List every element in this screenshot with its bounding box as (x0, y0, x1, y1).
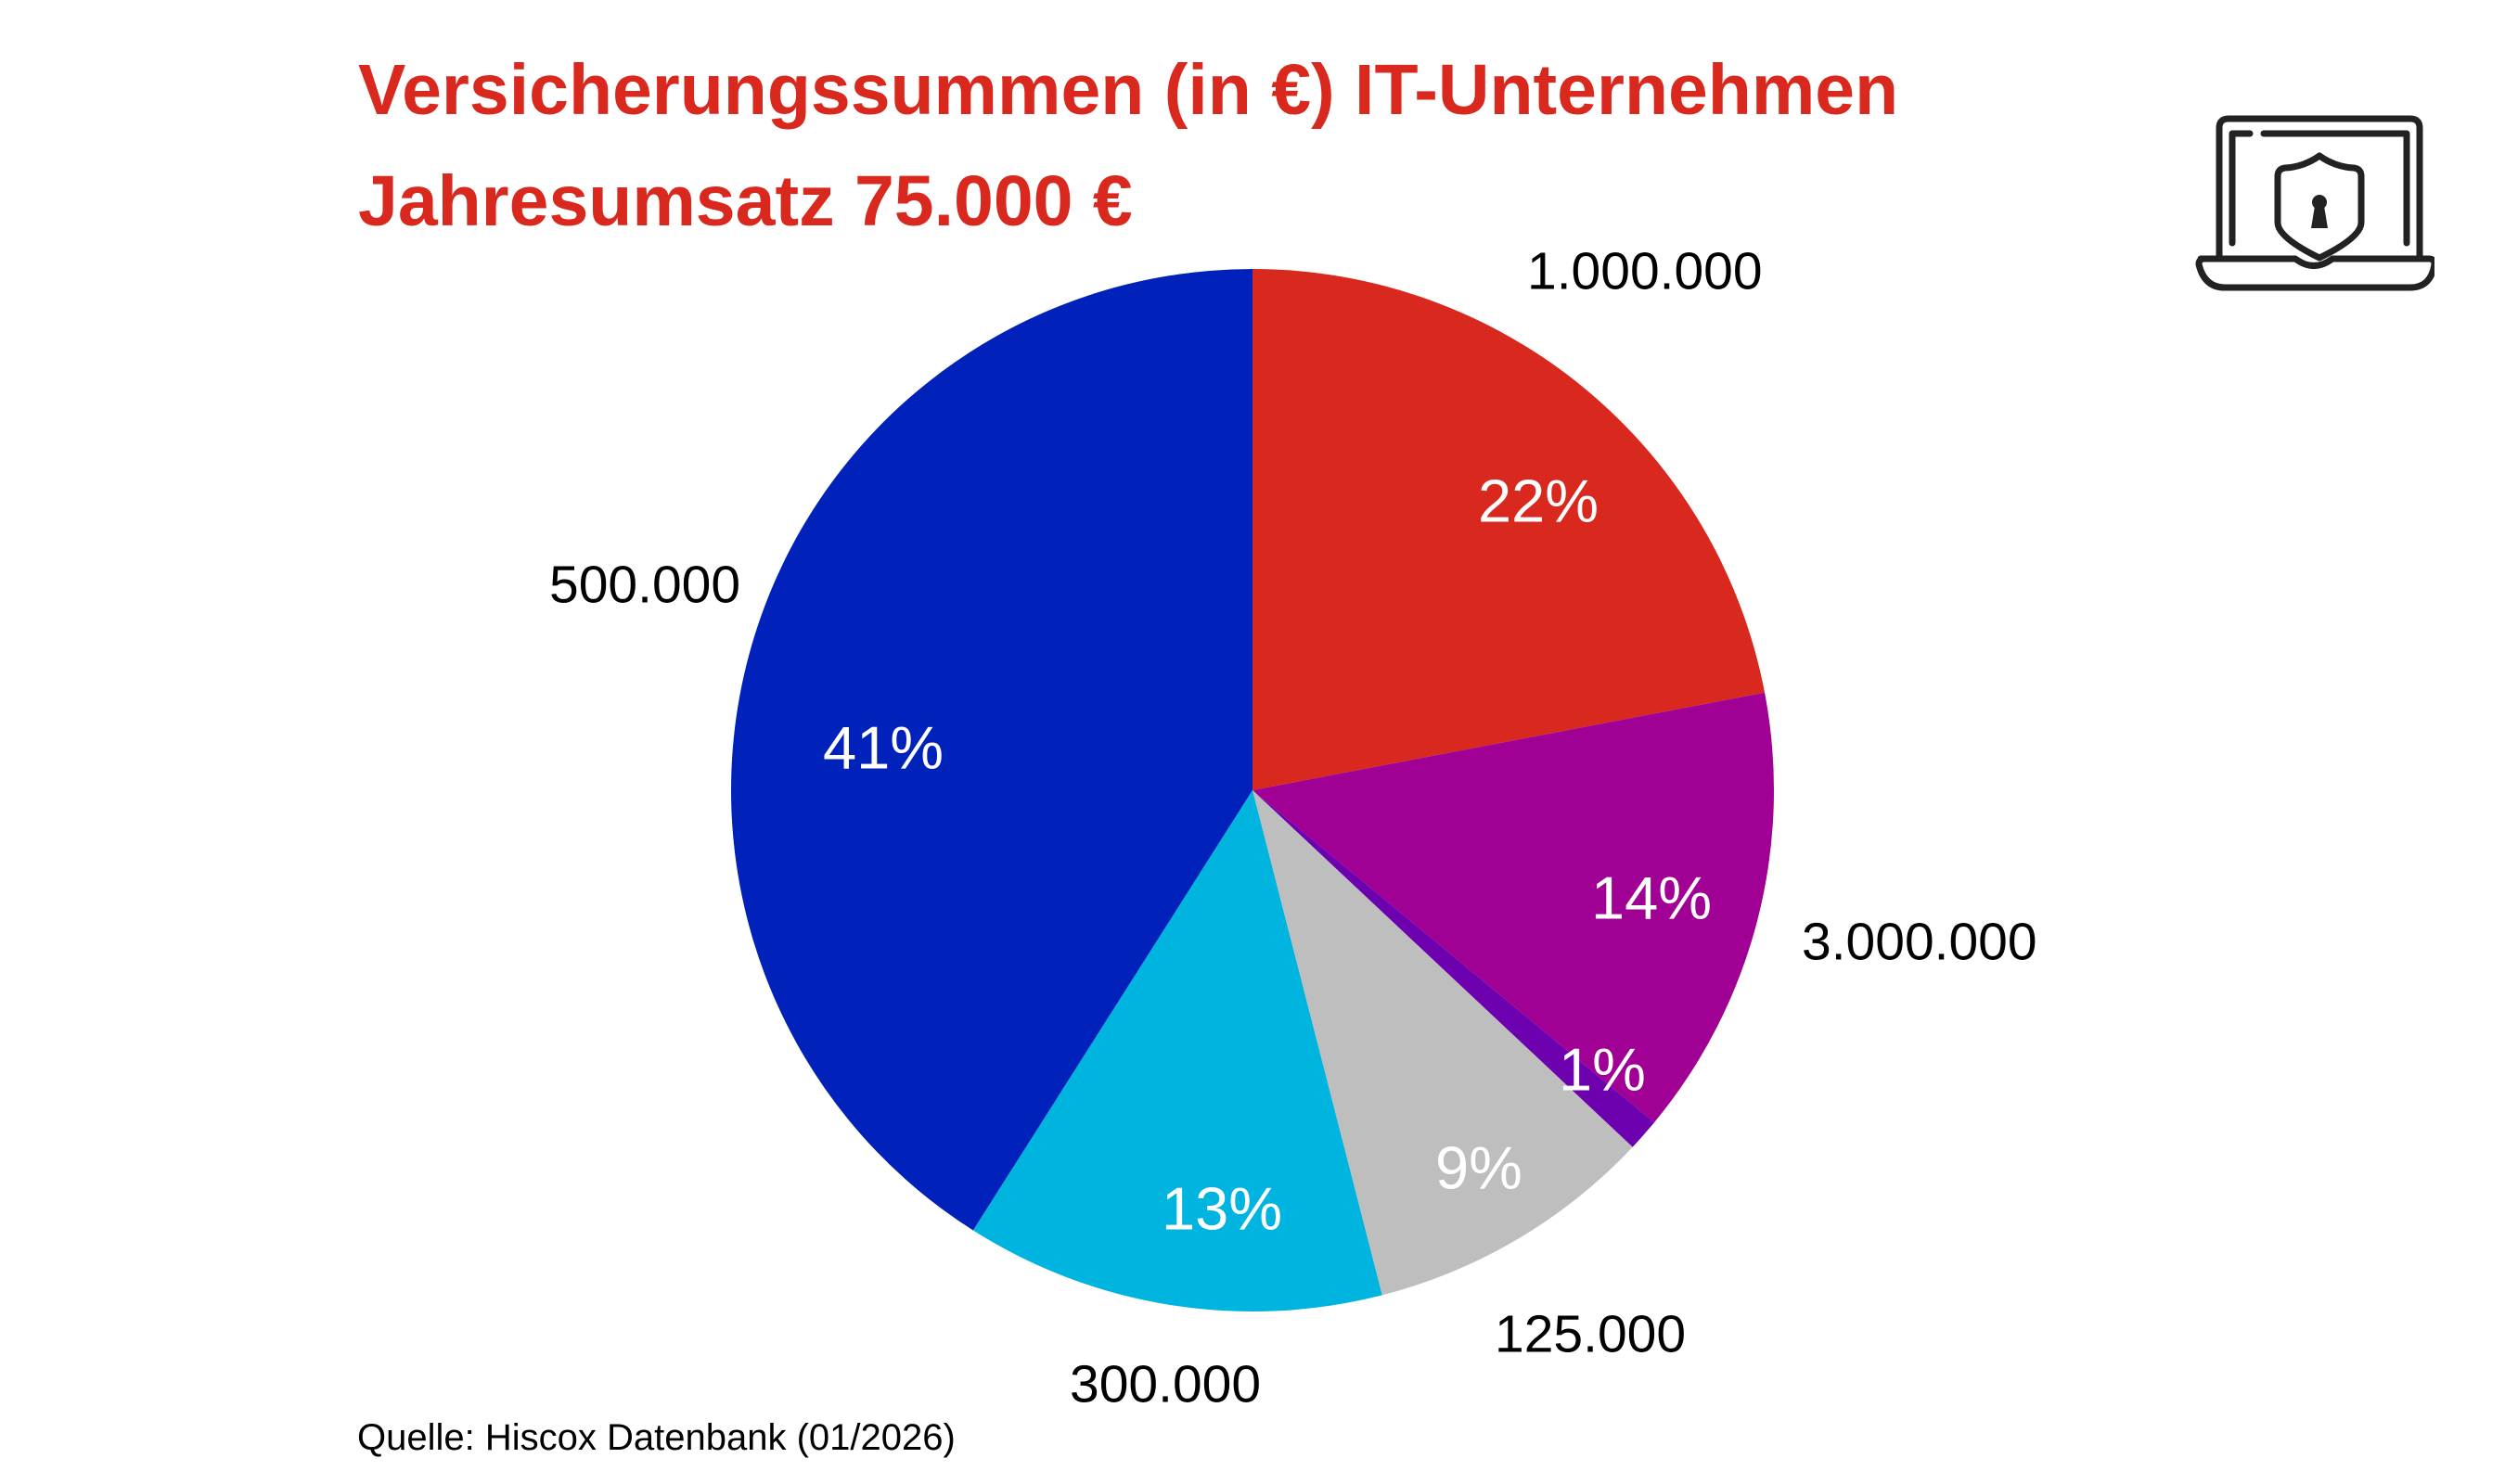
pct-label-1: 1% (1559, 1035, 1646, 1104)
pct-label-41: 41% (822, 713, 944, 782)
pie-slice-unlabeled (1252, 790, 1655, 1147)
pct-label-22: 22% (1477, 467, 1599, 535)
category-label-3000000: 3.000.000 (1802, 912, 2037, 972)
source-note: Quelle: Hiscox Datenbank (01/2026) (357, 1417, 956, 1458)
chart-title: Versicherungssummen (in €) IT-Unternehme… (358, 50, 1899, 130)
category-label-500000: 500.000 (549, 555, 741, 615)
pie-slices (730, 269, 1774, 1311)
pie-slice-500.000 (730, 269, 1252, 1231)
pct-label-9: 9% (1435, 1133, 1522, 1202)
category-label-300000: 300.000 (1070, 1354, 1262, 1414)
pie-slice-1.000.000 (1252, 269, 1766, 790)
pct-label-13: 13% (1161, 1174, 1283, 1243)
category-label-125000: 125.000 (1495, 1308, 1687, 1362)
laptop-shield-lock-icon (2195, 115, 2434, 291)
pie-slice-300.000 (972, 790, 1382, 1311)
category-label-1000000: 1.000.000 (1527, 241, 1763, 301)
pie-slice-3.000.000 (1252, 692, 1774, 1123)
pie-slice-125.000 (1252, 790, 1633, 1296)
chart-subtitle: Jahresumsatz 75.000 € (358, 161, 1133, 241)
pct-label-14: 14% (1590, 864, 1713, 932)
